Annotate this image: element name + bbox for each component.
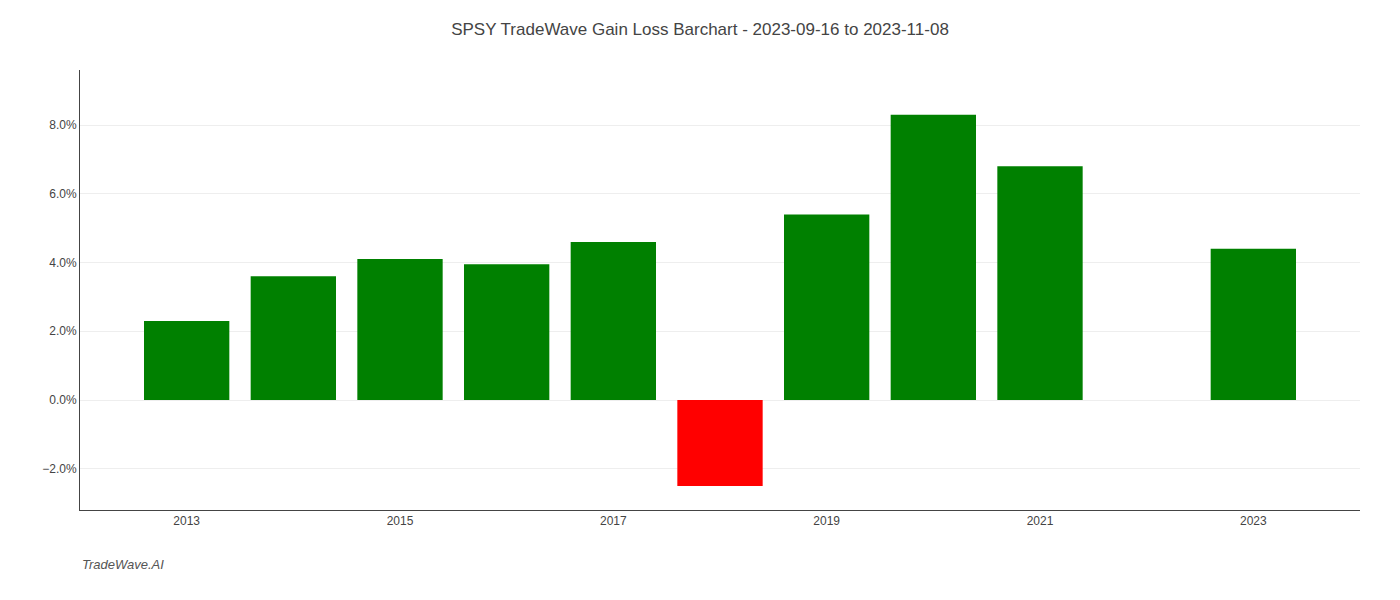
svg-text:8.0%: 8.0% — [49, 118, 77, 132]
svg-text:2015: 2015 — [387, 514, 414, 528]
svg-text:2021: 2021 — [1027, 514, 1054, 528]
svg-text:6.0%: 6.0% — [49, 187, 77, 201]
svg-text:4.0%: 4.0% — [49, 256, 77, 270]
svg-text:TradeWave.AI: TradeWave.AI — [82, 557, 164, 572]
svg-text:2019: 2019 — [813, 514, 840, 528]
svg-text:2.0%: 2.0% — [49, 324, 77, 338]
svg-text:2023: 2023 — [1240, 514, 1267, 528]
svg-text:−2.0%: −2.0% — [42, 462, 77, 476]
svg-text:0.0%: 0.0% — [49, 393, 77, 407]
svg-text:SPSY TradeWave Gain Loss Barch: SPSY TradeWave Gain Loss Barchart - 2023… — [451, 20, 949, 39]
svg-text:2017: 2017 — [600, 514, 627, 528]
svg-text:2013: 2013 — [173, 514, 200, 528]
